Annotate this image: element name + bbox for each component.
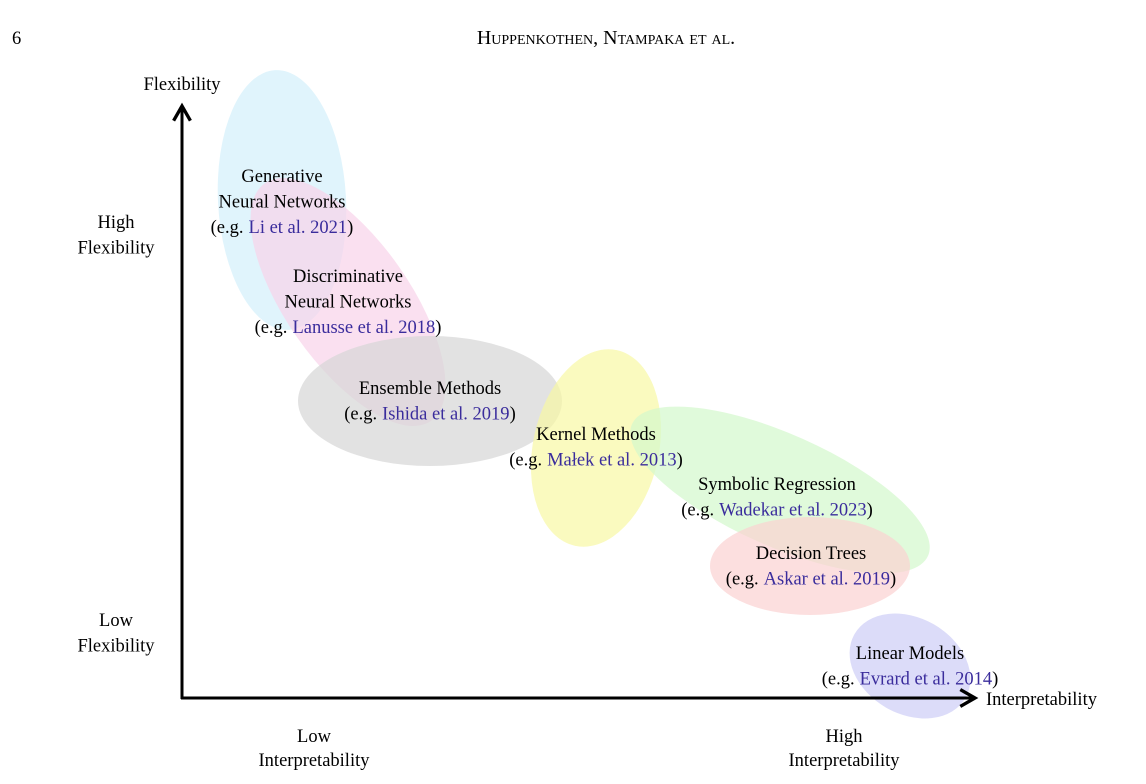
citation: Małek et al. 2013 bbox=[547, 451, 676, 471]
y-level-label: Flexibility bbox=[77, 637, 155, 657]
example-prefix: (e.g. bbox=[726, 570, 759, 590]
example-prefix: (e.g. bbox=[822, 670, 855, 690]
y-level-label: Low bbox=[99, 611, 134, 631]
method-example: (e.g. Evrard et al. 2014) bbox=[822, 670, 999, 690]
citation: Evrard et al. 2014 bbox=[860, 670, 993, 690]
method-name: Linear Models bbox=[856, 644, 964, 664]
page-number: 6 bbox=[12, 29, 21, 49]
method-name: Ensemble Methods bbox=[359, 379, 501, 399]
method-region bbox=[298, 336, 562, 466]
example-suffix: ) bbox=[347, 218, 353, 238]
example-suffix: ) bbox=[890, 570, 896, 590]
x-level-label: Interpretability bbox=[259, 751, 371, 771]
method-region bbox=[849, 613, 971, 719]
citation: Lanusse et al. 2018 bbox=[292, 318, 435, 338]
example-prefix: (e.g. bbox=[681, 501, 714, 521]
example-prefix: (e.g. bbox=[344, 405, 377, 425]
method-example: (e.g. Wadekar et al. 2023) bbox=[681, 501, 873, 521]
method-example: (e.g. Małek et al. 2013) bbox=[509, 451, 683, 471]
example-suffix: ) bbox=[510, 405, 516, 425]
example-suffix: ) bbox=[992, 670, 998, 690]
citation: Ishida et al. 2019 bbox=[382, 405, 509, 425]
example-suffix: ) bbox=[677, 451, 683, 471]
citation: Li et al. 2021 bbox=[249, 218, 348, 238]
example-prefix: (e.g. bbox=[211, 218, 244, 238]
method-name: Symbolic Regression bbox=[698, 475, 856, 495]
method-name: Neural Networks bbox=[219, 193, 346, 213]
example-suffix: ) bbox=[435, 318, 441, 338]
method-example: (e.g. Askar et al. 2019) bbox=[726, 570, 896, 590]
x-axis-label: Interpretability bbox=[986, 690, 1098, 710]
running-title: Huppenkothen, Ntampaka et al. bbox=[477, 27, 735, 49]
method-name: Discriminative bbox=[293, 267, 403, 287]
method-example: (e.g. Li et al. 2021) bbox=[211, 218, 354, 238]
example-prefix: (e.g. bbox=[509, 451, 542, 471]
y-axis-label: Flexibility bbox=[143, 75, 221, 95]
citation: Wadekar et al. 2023 bbox=[719, 501, 866, 521]
example-prefix: (e.g. bbox=[255, 318, 288, 338]
ellipses bbox=[217, 70, 971, 719]
y-level-label: Flexibility bbox=[77, 239, 155, 259]
method-name: Generative bbox=[241, 167, 322, 187]
example-suffix: ) bbox=[867, 501, 873, 521]
method-example: (e.g. Lanusse et al. 2018) bbox=[255, 318, 442, 338]
method-example: (e.g. Ishida et al. 2019) bbox=[344, 405, 515, 425]
x-level-label: Interpretability bbox=[789, 751, 901, 771]
method-region bbox=[710, 517, 910, 615]
method-region bbox=[530, 349, 662, 547]
y-level-label: High bbox=[98, 213, 135, 233]
method-name: Neural Networks bbox=[285, 293, 412, 313]
citation: Askar et al. 2019 bbox=[764, 570, 890, 590]
method-name: Kernel Methods bbox=[536, 425, 656, 445]
x-level-label: High bbox=[826, 727, 863, 747]
method-name: Decision Trees bbox=[756, 544, 867, 564]
x-level-label: Low bbox=[297, 727, 332, 747]
